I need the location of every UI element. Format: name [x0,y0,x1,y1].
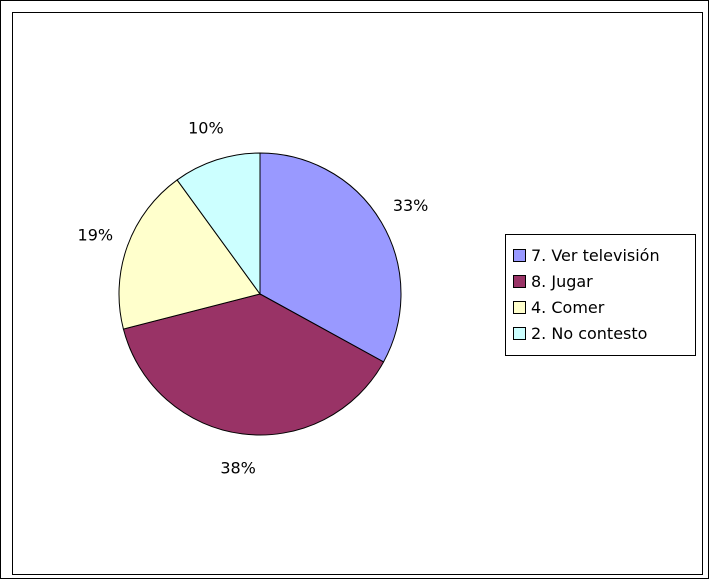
legend-item: 2. No contesto [513,320,695,346]
legend-label: 4. Comer [531,297,605,317]
legend-swatch [513,326,526,340]
legend-swatch [513,248,526,262]
legend-label: 8. Jugar [531,271,593,291]
legend: 7. Ver televisión 8. Jugar 4. Comer 2. N… [505,234,696,356]
data-label: 38% [220,459,256,478]
legend-swatch [513,274,526,288]
legend-label: 2. No contesto [531,323,648,343]
data-label: 10% [188,119,224,138]
pie-slice [118,179,261,330]
legend-item: 8. Jugar [513,268,695,294]
legend-label: 7. Ver televisión [531,245,660,265]
pie-slice [259,152,402,363]
legend-swatch [513,300,526,314]
data-label: 19% [78,226,114,245]
pie-slice [122,293,385,436]
legend-item: 4. Comer [513,294,695,320]
pie-slice [176,152,261,296]
legend-item: 7. Ver televisión [513,242,695,268]
data-label: 33% [393,196,429,215]
plot-frame [12,12,703,575]
